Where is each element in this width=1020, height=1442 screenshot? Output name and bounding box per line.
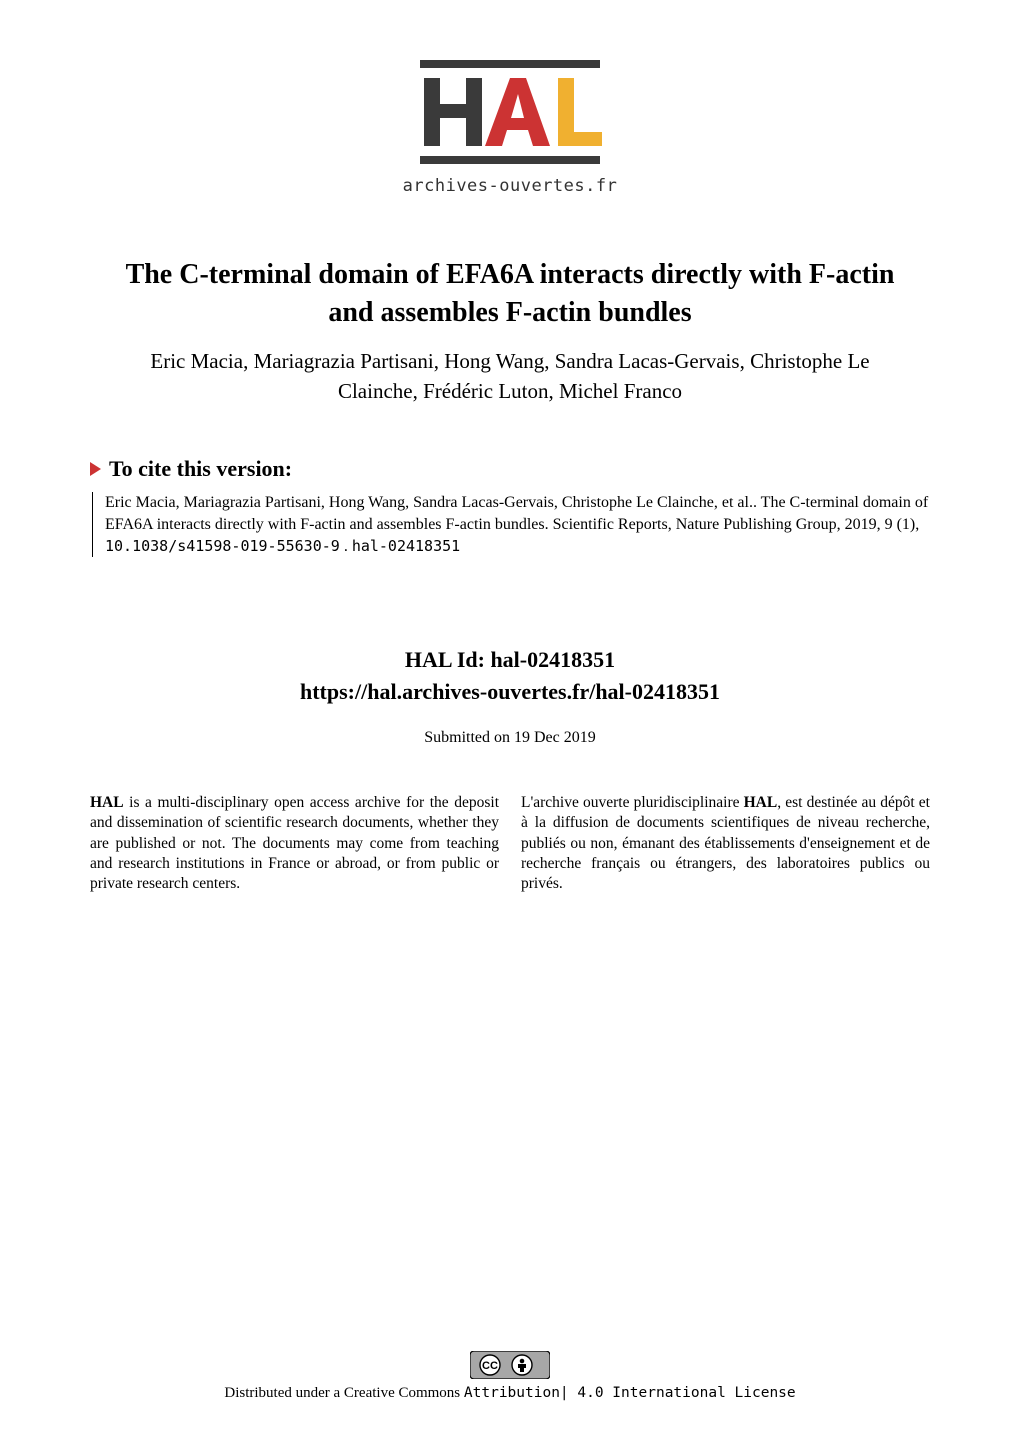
cite-block: To cite this version: Eric Macia, Mariag…: [90, 456, 930, 557]
cite-sep: .: [340, 538, 352, 555]
column-left: HAL is a multi-disciplinary open access …: [90, 793, 499, 894]
col-right-pre: L'archive ouverte pluridisciplinaire: [521, 794, 744, 811]
cite-body: Eric Macia, Mariagrazia Partisani, Hong …: [92, 492, 930, 557]
triangle-right-icon: [90, 462, 101, 476]
col-left-text: is a multi-disciplinary open access arch…: [90, 794, 499, 892]
col-left-bold: HAL: [90, 794, 124, 811]
hal-url[interactable]: https://hal.archives-ouvertes.fr/hal-024…: [90, 679, 930, 705]
cite-header: To cite this version:: [90, 456, 930, 482]
hal-id-label: HAL Id: hal-02418351: [90, 647, 930, 673]
cc-by-icon: CC: [470, 1351, 550, 1379]
hal-logo-block: archives-ouvertes.fr: [403, 60, 618, 196]
description-columns: HAL is a multi-disciplinary open access …: [90, 793, 930, 894]
page-root: archives-ouvertes.fr The C-terminal doma…: [0, 0, 1020, 1442]
column-right: L'archive ouverte pluridisciplinaire HAL…: [521, 793, 930, 894]
col-right-bold: HAL: [744, 794, 778, 811]
cite-hal-id: hal-02418351: [352, 537, 460, 555]
hal-id-block: HAL Id: hal-02418351 https://hal.archive…: [90, 647, 930, 715]
cite-doi: 10.1038/s41598-019-55630-9: [105, 537, 340, 555]
logo-subtext: archives-ouvertes.fr: [403, 176, 618, 196]
license-prefix: Distributed under a Creative Commons: [224, 1385, 464, 1401]
hal-logo-icon: [410, 60, 610, 170]
paper-title: The C-terminal domain of EFA6A interacts…: [110, 256, 910, 332]
cite-title: To cite this version:: [109, 456, 292, 482]
license-block: CC Distributed under a Creative Commons …: [90, 1351, 930, 1402]
license-link[interactable]: Attribution| 4.0 International License: [464, 1385, 796, 1401]
svg-text:CC: CC: [482, 1360, 498, 1372]
cite-body-text: Eric Macia, Mariagrazia Partisani, Hong …: [105, 494, 928, 533]
submitted-date: Submitted on 19 Dec 2019: [90, 729, 930, 747]
license-text: Distributed under a Creative Commons Att…: [224, 1385, 795, 1402]
paper-authors: Eric Macia, Mariagrazia Partisani, Hong …: [120, 346, 900, 407]
